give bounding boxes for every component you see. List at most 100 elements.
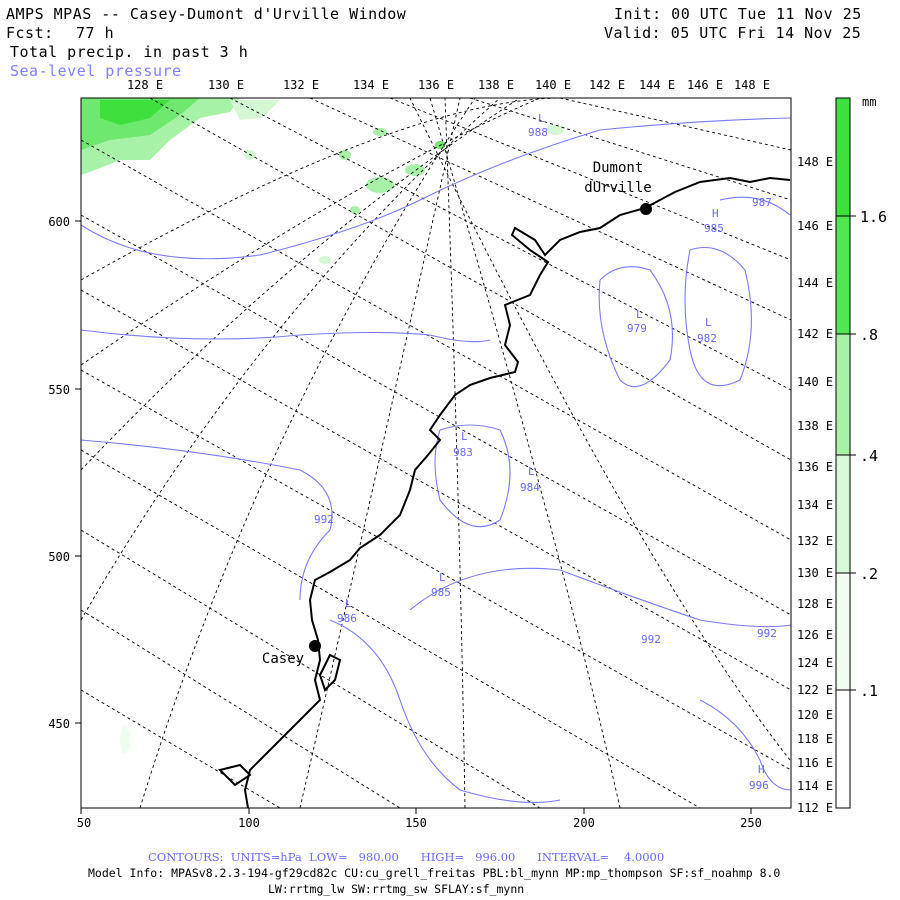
forecast-label: Fcst:: [6, 24, 54, 42]
dumont-label-line2: dUrville: [584, 180, 651, 196]
colorbar-frame: [835, 97, 851, 809]
right-longitude-labels: 148 E 146 E 144 E 142 E 140 E 138 E 136 …: [797, 155, 833, 815]
field-precip-label: Total precip. in past 3 h: [10, 43, 249, 61]
lon-label: 146 E: [797, 219, 833, 233]
x-tick-label: 150: [405, 816, 427, 830]
center-letter: L: [439, 571, 446, 584]
lon-label: 132 E: [283, 78, 319, 92]
colorbar-label: 1.6: [860, 208, 887, 226]
x-tick-label: 50: [77, 816, 91, 830]
lon-label: 140 E: [797, 375, 833, 389]
colorbar-unit: mm: [862, 95, 876, 109]
stations: Dumont dUrville Casey: [262, 160, 652, 667]
center-value: 979: [627, 322, 647, 335]
x-tick-label: 200: [573, 816, 595, 830]
center-value: 984: [520, 481, 540, 494]
lon-label: 122 E: [797, 683, 833, 697]
lon-label: 136 E: [418, 78, 454, 92]
lon-label: 146 E: [687, 78, 723, 92]
center-letter: L: [345, 597, 352, 610]
lon-label: 142 E: [797, 327, 833, 341]
lon-label: 148 E: [734, 78, 770, 92]
lon-label: 124 E: [797, 656, 833, 670]
lon-label: 132 E: [797, 534, 833, 548]
casey-label: Casey: [262, 651, 304, 667]
top-longitude-labels: 128 E 130 E 132 E 134 E 136 E 138 E 140 …: [127, 78, 770, 92]
center-letter: L: [705, 316, 712, 329]
field-slp-label: Sea-level pressure: [10, 62, 182, 80]
lon-label: 112 E: [797, 801, 833, 815]
colorbar-label: .8: [860, 326, 878, 344]
lon-label: 148 E: [797, 155, 833, 169]
contour-label: 992: [314, 513, 334, 526]
slp-contours: [81, 117, 791, 803]
y-tick-label: 600: [48, 215, 70, 229]
y-tick-label: 500: [48, 550, 70, 564]
lon-label: 144 E: [639, 78, 675, 92]
center-value: 996: [749, 779, 769, 792]
lon-label: 130 E: [797, 566, 833, 580]
x-axis: 50 100 150 200 250: [77, 808, 762, 830]
y-axis: 600 550 500 450: [48, 215, 81, 731]
lon-label: 118 E: [797, 732, 833, 746]
lon-label: 144 E: [797, 276, 833, 290]
center-letter: L: [636, 308, 643, 321]
y-tick-label: 450: [48, 717, 70, 731]
y-tick-label: 550: [48, 383, 70, 397]
casey-marker: [309, 640, 321, 652]
forecast-hour: 77 h: [76, 24, 115, 42]
lat-lon-grid: [81, 98, 791, 808]
lon-label: 128 E: [127, 78, 163, 92]
init-time: Init: 00 UTC Tue 11 Nov 25: [614, 5, 862, 23]
lon-label: 136 E: [797, 460, 833, 474]
model-info-line2: LW:rrtmg_lw SW:rrtmg_sw SFLAY:sf_mynn: [268, 882, 525, 896]
colorbar-label: .1: [860, 682, 878, 700]
colorbar-bin: [836, 98, 850, 216]
lon-label: 134 E: [797, 498, 833, 512]
center-letter: L: [538, 112, 545, 125]
dumont-durville-marker: [640, 203, 652, 215]
colorbar-label: .4: [860, 447, 878, 465]
lon-label: 114 E: [797, 779, 833, 793]
dumont-label-line1: Dumont: [593, 160, 644, 176]
center-letter: L: [461, 430, 468, 443]
plot-frame: [80, 97, 792, 809]
contour-label: 992: [757, 627, 777, 640]
plot-title: AMPS MPAS -- Casey-Dumont d'Urville Wind…: [6, 5, 407, 23]
valid-time: Valid: 05 UTC Fri 14 Nov 25: [604, 24, 862, 42]
center-letter: H: [758, 763, 765, 776]
center-value: 982: [697, 332, 717, 345]
center-value: 985: [431, 586, 451, 599]
x-tick-label: 250: [740, 816, 762, 830]
center-value: 985: [704, 222, 724, 235]
lon-label: 120 E: [797, 708, 833, 722]
colorbar-bin: [836, 690, 850, 808]
contour-label: 992: [641, 633, 661, 646]
pressure-center-labels: L 988 H 985 L 979 L 982 L 983 L 984 L 98…: [314, 112, 777, 792]
contour-info: CONTOURS: UNITS=hPa LOW= 980.00 HIGH= 99…: [148, 850, 665, 864]
center-value: 983: [453, 446, 473, 459]
lon-label: 138 E: [478, 78, 514, 92]
colorbar-bin: [836, 216, 850, 334]
lon-label: 138 E: [797, 419, 833, 433]
lon-label: 140 E: [535, 78, 571, 92]
lon-label: 128 E: [797, 597, 833, 611]
lon-label: 116 E: [797, 756, 833, 770]
colorbar: mm 1.6 .8 .4 .2 .1: [835, 95, 887, 809]
contour-label: 987: [752, 196, 772, 209]
center-value: 988: [528, 126, 548, 139]
colorbar-bin: [836, 334, 850, 455]
colorbar-bin: [836, 455, 850, 573]
lon-label: 130 E: [208, 78, 244, 92]
colorbar-bin: [836, 573, 850, 690]
center-letter: H: [712, 207, 719, 220]
coastline: [218, 176, 791, 808]
center-letter: L: [528, 465, 535, 478]
center-value: 986: [337, 612, 357, 625]
lon-label: 134 E: [353, 78, 389, 92]
model-info: Model Info: MPASv8.2.3-194-gf29cd82c CU:…: [88, 866, 781, 880]
x-tick-label: 100: [238, 816, 260, 830]
lon-label: 142 E: [589, 78, 625, 92]
lon-label: 126 E: [797, 628, 833, 642]
